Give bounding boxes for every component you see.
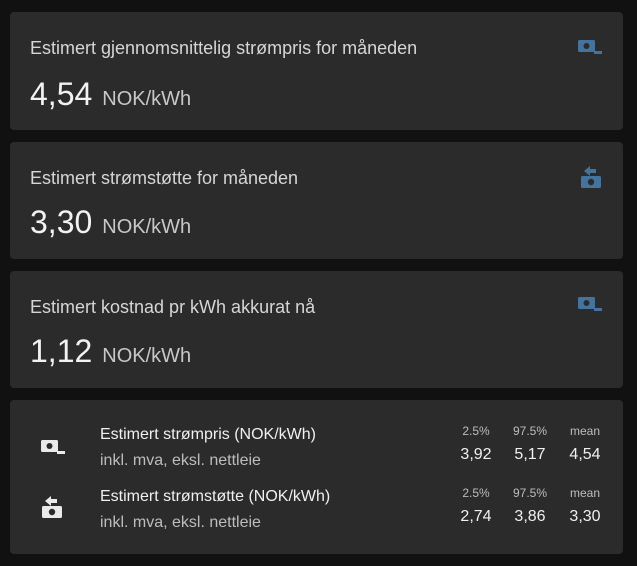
value-unit: NOK/kWh <box>102 216 192 238</box>
value-number: 4,54 <box>30 76 93 112</box>
col-low: 2.5% 3,92 <box>448 424 504 464</box>
col-high: 97.5% 5,17 <box>502 424 558 464</box>
row-name: Estimert strømstøtte (NOK/kWh) <box>100 488 331 505</box>
col-label: 97.5% <box>512 486 548 500</box>
col-value: 4,54 <box>569 446 601 463</box>
col-label: mean <box>569 424 601 438</box>
value-unit: NOK/kWh <box>102 88 192 110</box>
statistic-row-price[interactable]: Estimert strømpris (NOK/kWh) inkl. mva, … <box>10 424 623 478</box>
cash-minus-icon <box>577 295 603 318</box>
card-title: Estimert gjennomsnittelig strømpris for … <box>30 38 418 58</box>
cash-minus-icon <box>577 38 603 61</box>
row-name: Estimert strømpris (NOK/kWh) <box>100 426 316 443</box>
cash-minus-icon <box>40 438 66 461</box>
col-value: 2,74 <box>460 508 492 525</box>
row-subtitle: inkl. mva, eksl. nettleie <box>100 452 261 469</box>
col-mean: mean 3,30 <box>557 486 613 526</box>
card-value: 3,30 NOK/kWh <box>30 204 191 241</box>
col-label: 2.5% <box>462 424 490 438</box>
statistic-row-support[interactable]: Estimert strømstøtte (NOK/kWh) inkl. mva… <box>10 486 623 540</box>
current-cost-card[interactable]: Estimert kostnad pr kWh akkurat nå 1,12 N… <box>10 271 623 388</box>
value-number: 3,30 <box>30 204 93 240</box>
card-title: Estimert strømstøtte for måneden <box>30 168 299 188</box>
col-label: mean <box>569 486 601 500</box>
cash-refund-icon <box>579 164 603 195</box>
col-high: 97.5% 3,86 <box>502 486 558 526</box>
support-card[interactable]: Estimert strømstøtte for måneden 3,30 NOK… <box>10 142 623 259</box>
col-mean: mean 4,54 <box>557 424 613 464</box>
card-value: 4,54 NOK/kWh <box>30 76 191 113</box>
col-value: 5,17 <box>514 446 546 463</box>
col-low: 2.5% 2,74 <box>448 486 504 526</box>
value-number: 1,12 <box>30 333 93 369</box>
row-subtitle: inkl. mva, eksl. nettleie <box>100 514 261 531</box>
card-value: 1,12 NOK/kWh <box>30 333 191 370</box>
col-label: 97.5% <box>512 424 548 438</box>
col-value: 3,92 <box>460 446 492 463</box>
col-label: 2.5% <box>462 486 490 500</box>
col-value: 3,86 <box>514 508 546 525</box>
cash-refund-icon <box>40 496 64 525</box>
value-unit: NOK/kWh <box>102 345 192 367</box>
avg-price-card[interactable]: Estimert gjennomsnittelig strømpris for … <box>10 12 623 130</box>
card-title: Estimert kostnad pr kWh akkurat nå <box>30 297 316 317</box>
statistics-card: Estimert strømpris (NOK/kWh) inkl. mva, … <box>10 400 623 554</box>
col-value: 3,30 <box>569 508 601 525</box>
